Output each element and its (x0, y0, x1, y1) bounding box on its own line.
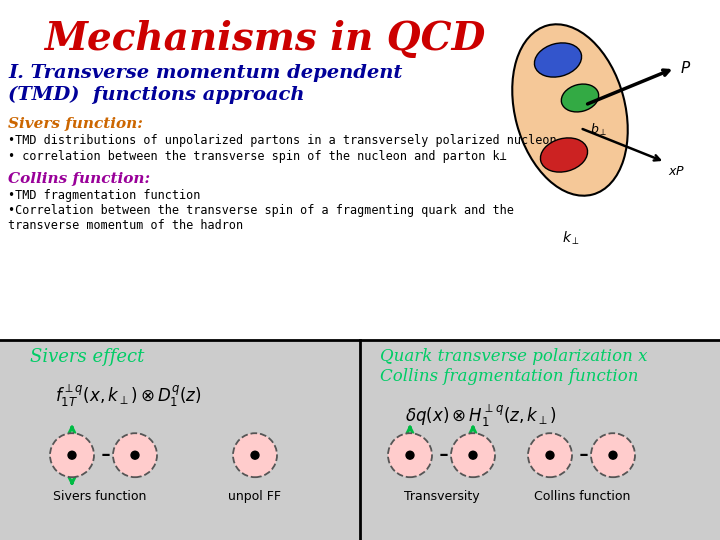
Circle shape (546, 451, 554, 459)
Ellipse shape (541, 138, 588, 172)
Text: •TMD fragmentation function: •TMD fragmentation function (8, 189, 200, 202)
Text: $P$: $P$ (680, 60, 691, 76)
Ellipse shape (512, 24, 628, 195)
Ellipse shape (534, 43, 582, 77)
Circle shape (451, 433, 495, 477)
Circle shape (388, 433, 432, 477)
Text: -: - (101, 441, 111, 469)
Circle shape (68, 451, 76, 459)
Text: Sivers effect: Sivers effect (30, 348, 145, 366)
Text: Sivers function:: Sivers function: (8, 117, 143, 131)
Text: $f_{1T}^{\perp q}(x,k_{\perp}) \otimes D_1^q(z)$: $f_{1T}^{\perp q}(x,k_{\perp}) \otimes D… (55, 382, 202, 409)
Circle shape (609, 451, 617, 459)
Text: Mechanisms in QCD: Mechanisms in QCD (45, 20, 486, 58)
Text: Quark transverse polarization x: Quark transverse polarization x (380, 348, 647, 365)
Text: •TMD distributions of unpolarized partons in a transversely polarized nucleon: •TMD distributions of unpolarized parton… (8, 134, 557, 147)
Circle shape (50, 433, 94, 477)
Bar (0, 340, 720, 540)
Circle shape (591, 433, 635, 477)
Text: Sivers function: Sivers function (53, 490, 147, 503)
Text: unpol FF: unpol FF (228, 490, 282, 503)
Text: Transversity: Transversity (404, 490, 480, 503)
Circle shape (528, 433, 572, 477)
Text: • correlation between the transverse spin of the nucleon and parton k⊥: • correlation between the transverse spi… (8, 150, 507, 163)
Text: •Correlation between the transverse spin of a fragmenting quark and the: •Correlation between the transverse spin… (8, 204, 514, 217)
Text: transverse momentum of the hadron: transverse momentum of the hadron (8, 219, 243, 232)
Circle shape (131, 451, 139, 459)
Ellipse shape (562, 84, 599, 112)
Text: (TMD)  functions approach: (TMD) functions approach (8, 86, 305, 104)
Circle shape (233, 433, 277, 477)
Text: -: - (579, 441, 589, 469)
Text: Collins function:: Collins function: (8, 172, 150, 186)
Text: $k_\perp$: $k_\perp$ (562, 230, 580, 247)
Circle shape (469, 451, 477, 459)
Circle shape (251, 451, 259, 459)
Text: $xP$: $xP$ (668, 165, 685, 178)
Text: $\delta q(x) \otimes H_1^{\perp q}(z,k_{\perp})$: $\delta q(x) \otimes H_1^{\perp q}(z,k_{… (405, 402, 557, 429)
Circle shape (113, 433, 157, 477)
Text: Collins fragmentation function: Collins fragmentation function (380, 368, 639, 385)
Text: -: - (439, 441, 449, 469)
Text: Collins function: Collins function (534, 490, 630, 503)
Circle shape (406, 451, 414, 459)
Text: I. Transverse momentum dependent: I. Transverse momentum dependent (8, 64, 402, 82)
Text: $b_\perp$: $b_\perp$ (590, 122, 607, 138)
